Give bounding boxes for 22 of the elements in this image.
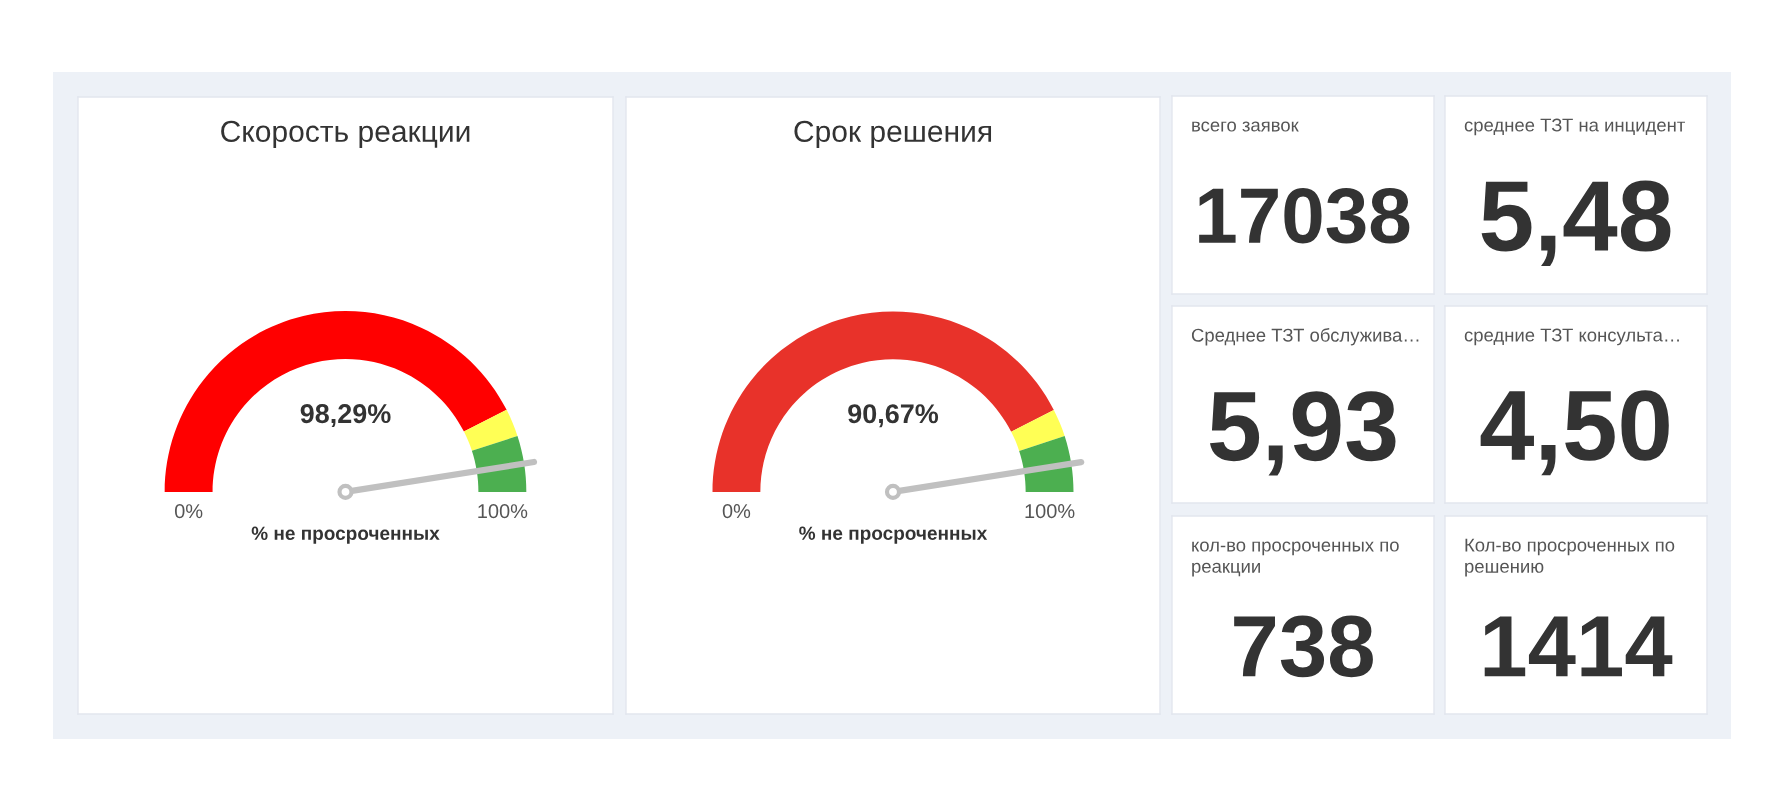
text: 0% — [722, 504, 751, 519]
text: 90,67% — [848, 404, 939, 428]
text: 17038 — [1199, 188, 1410, 244]
text: 5,93 — [1209, 391, 1396, 476]
text: Среднее ТЗТ обслужива… — [1191, 328, 1419, 346]
text: 100% — [478, 504, 528, 519]
text: % не просроченных — [251, 526, 440, 544]
text: % не просроченных — [799, 526, 988, 544]
text: 0% — [174, 504, 203, 519]
text: всего заявок — [1192, 121, 1299, 132]
chart-title: Скорость реакции — [221, 120, 470, 148]
text: среднее ТЗТ на инцидент — [1464, 118, 1686, 136]
text: 4,50 — [1480, 390, 1669, 476]
chart-title: Срок решения — [794, 120, 992, 148]
text: 5,48 — [1481, 180, 1671, 267]
text: Кол-во просроченных по решению — [1465, 538, 1675, 577]
text: 98,29% — [300, 404, 391, 428]
text: 100% — [1025, 504, 1075, 519]
text: кол-во просроченных по реакции — [1192, 541, 1399, 577]
text: 738 — [1234, 615, 1373, 678]
text: средние ТЗТ консульта… — [1464, 328, 1679, 346]
text: 1414 — [1484, 616, 1673, 677]
